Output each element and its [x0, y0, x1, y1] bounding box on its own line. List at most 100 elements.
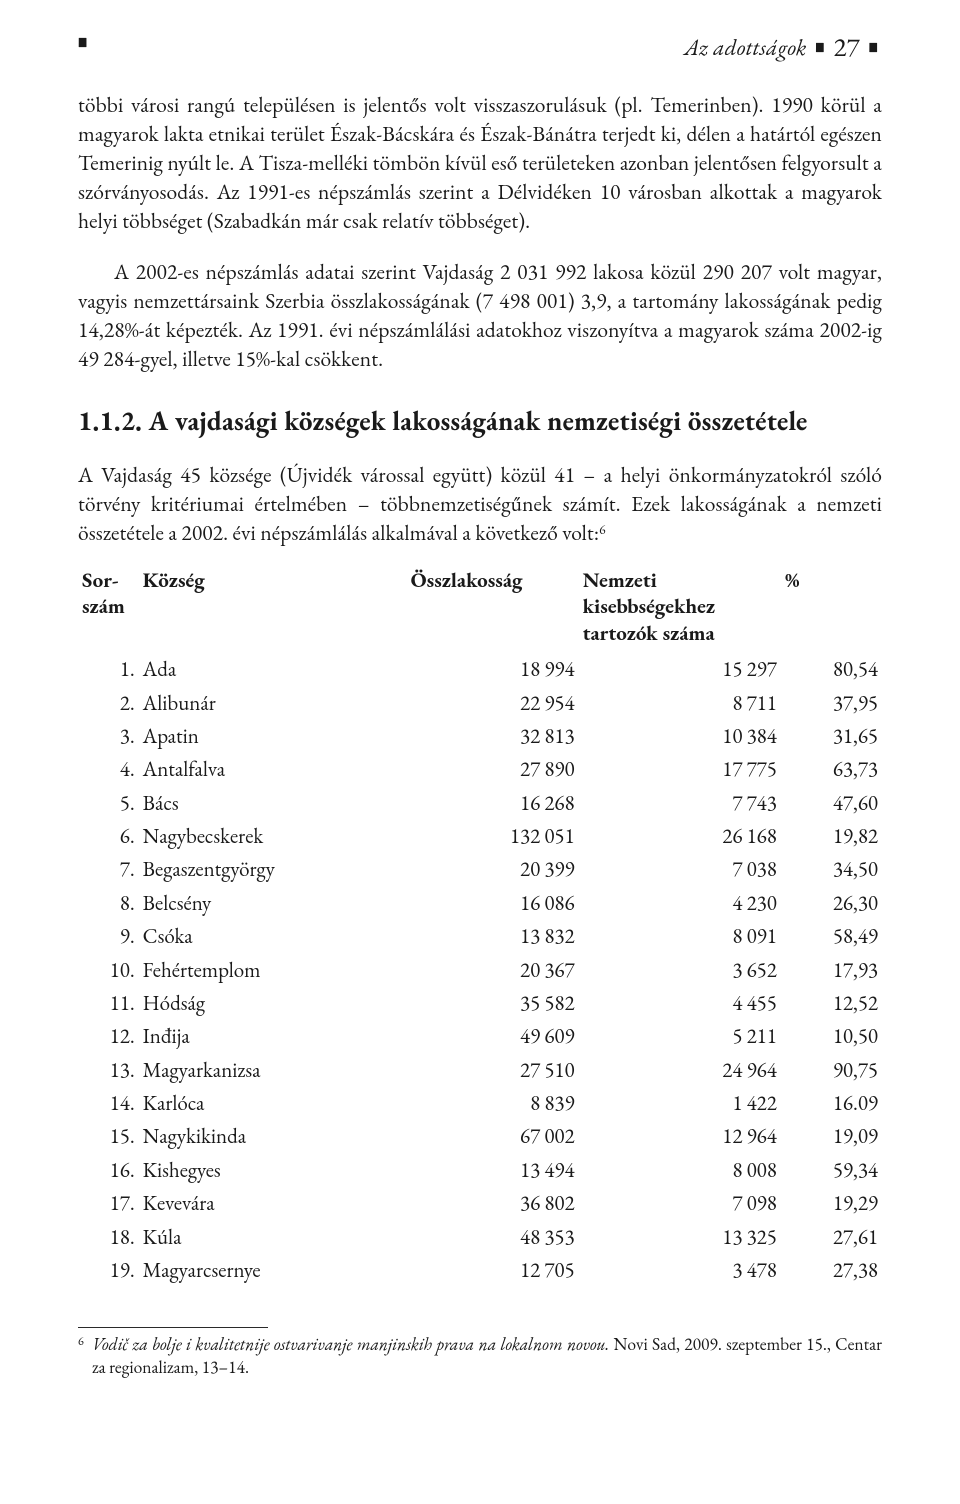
col-header-percent: % [781, 568, 882, 653]
cell-name: Kúla [139, 1220, 407, 1253]
cell-num: 1. [78, 653, 139, 686]
cell-pct: 19,09 [781, 1120, 882, 1153]
cell-num: 5. [78, 786, 139, 819]
cell-pop: 48 353 [407, 1220, 579, 1253]
col-header-sorszam: Sor- szám [78, 568, 139, 653]
footnote-italic: Vodič za bolje i kvalitetnije ostvarivan… [92, 1333, 609, 1356]
table-row: 13.Magyarkanizsa27 51024 96490,75 [78, 1053, 882, 1086]
cell-name: Begaszentgyörgy [139, 853, 407, 886]
table-row: 5.Bács16 2687 74347,60 [78, 786, 882, 819]
cell-pop: 16 086 [407, 887, 579, 920]
cell-min: 7 038 [579, 853, 781, 886]
cell-pop: 12 705 [407, 1254, 579, 1287]
cell-min: 4 230 [579, 887, 781, 920]
running-head-label: Az adottságok [684, 32, 806, 62]
paragraph-2: A 2002-es népszámlás adatai szerint Vajd… [78, 258, 882, 374]
cell-pop: 20 399 [407, 853, 579, 886]
cell-name: Antalfalva [139, 753, 407, 786]
cell-num: 19. [78, 1254, 139, 1287]
cell-pct: 19,29 [781, 1187, 882, 1220]
cell-pop: 132 051 [407, 820, 579, 853]
table-row: 1.Ada18 99415 29780,54 [78, 653, 882, 686]
table-row: 12.Inđija49 6095 21110,50 [78, 1020, 882, 1053]
cell-pop: 8 839 [407, 1087, 579, 1120]
cell-pct: 80,54 [781, 653, 882, 686]
cell-pop: 16 268 [407, 786, 579, 819]
cell-pop: 27 890 [407, 753, 579, 786]
cell-min: 26 168 [579, 820, 781, 853]
cell-name: Hódság [139, 987, 407, 1020]
cell-pct: 16.09 [781, 1087, 882, 1120]
cell-name: Bács [139, 786, 407, 819]
cell-pct: 34,50 [781, 853, 882, 886]
cell-pct: 63,73 [781, 753, 882, 786]
cell-num: 11. [78, 987, 139, 1020]
table-row: 7.Begaszentgyörgy20 3997 03834,50 [78, 853, 882, 886]
cell-name: Karlóca [139, 1087, 407, 1120]
paragraph-3: A Vajdaság 45 községe (Újvidék várossal … [78, 461, 882, 548]
cell-min: 7 098 [579, 1187, 781, 1220]
table-row: 16.Kishegyes13 4948 00859,34 [78, 1154, 882, 1187]
square-icon: ■ [815, 39, 824, 57]
cell-min: 8 711 [579, 686, 781, 719]
cell-pct: 17,93 [781, 953, 882, 986]
cell-name: Magyarkanizsa [139, 1053, 407, 1086]
cell-pct: 12,52 [781, 987, 882, 1020]
section-heading: 1.1.2. A vajdasági községek lakosságának… [78, 404, 882, 439]
cell-name: Magyarcsernye [139, 1254, 407, 1287]
cell-pop: 67 002 [407, 1120, 579, 1153]
cell-num: 12. [78, 1020, 139, 1053]
cell-num: 7. [78, 853, 139, 886]
paragraph-1: többi városi rangú településen is jelent… [78, 91, 882, 236]
cell-num: 16. [78, 1154, 139, 1187]
municipality-table: Sor- szám Község Összlakosság Nemzeti ki… [78, 568, 882, 1287]
cell-name: Csóka [139, 920, 407, 953]
table-head: Sor- szám Község Összlakosság Nemzeti ki… [78, 568, 882, 653]
cell-pct: 47,60 [781, 786, 882, 819]
table-row: 15.Nagykikinda67 00212 96419,09 [78, 1120, 882, 1153]
cell-num: 6. [78, 820, 139, 853]
col-header-osszlakossag: Összlakosság [407, 568, 579, 653]
cell-name: Apatin [139, 720, 407, 753]
table-body: 1.Ada18 99415 29780,542.Alibunár22 9548 … [78, 653, 882, 1287]
table-row: 9.Csóka13 8328 09158,49 [78, 920, 882, 953]
cell-pct: 37,95 [781, 686, 882, 719]
cell-pop: 35 582 [407, 987, 579, 1020]
cell-min: 8 008 [579, 1154, 781, 1187]
running-head: ■ Az adottságok ■ 27 ■ [78, 30, 882, 65]
table-row: 3.Apatin32 81310 38431,65 [78, 720, 882, 753]
cell-min: 1 422 [579, 1087, 781, 1120]
footnote: 6 Vodič za bolje i kvalitetnije ostvariv… [78, 1334, 882, 1380]
cell-name: Ada [139, 653, 407, 686]
cell-pop: 36 802 [407, 1187, 579, 1220]
col-header-line: szám [82, 593, 125, 620]
footnote-number: 6 [78, 1333, 84, 1349]
cell-pct: 27,38 [781, 1254, 882, 1287]
cell-min: 4 455 [579, 987, 781, 1020]
cell-pop: 20 367 [407, 953, 579, 986]
cell-num: 10. [78, 953, 139, 986]
cell-min: 8 091 [579, 920, 781, 953]
col-header-line: tartozók száma [583, 620, 715, 647]
cell-pop: 32 813 [407, 720, 579, 753]
cell-pop: 18 994 [407, 653, 579, 686]
cell-num: 14. [78, 1087, 139, 1120]
paragraph-3-text: A Vajdaság 45 községe (Újvidék várossal … [78, 461, 882, 547]
cell-pct: 59,34 [781, 1154, 882, 1187]
col-header-kozseg: Község [139, 568, 407, 653]
cell-num: 13. [78, 1053, 139, 1086]
table: Sor- szám Község Összlakosság Nemzeti ki… [78, 568, 882, 1287]
cell-min: 17 775 [579, 753, 781, 786]
cell-min: 3 652 [579, 953, 781, 986]
cell-min: 10 384 [579, 720, 781, 753]
footnote-ref: 6 [599, 521, 605, 538]
cell-num: 17. [78, 1187, 139, 1220]
table-row: 8.Belcsény16 0864 23026,30 [78, 887, 882, 920]
table-row: 10.Fehértemplom20 3673 65217,93 [78, 953, 882, 986]
cell-num: 9. [78, 920, 139, 953]
cell-min: 7 743 [579, 786, 781, 819]
col-header-line: Nemzeti [583, 567, 657, 594]
cell-pct: 10,50 [781, 1020, 882, 1053]
table-row: 14.Karlóca8 8391 42216.09 [78, 1087, 882, 1120]
corner-square-icon: ■ [78, 34, 87, 52]
